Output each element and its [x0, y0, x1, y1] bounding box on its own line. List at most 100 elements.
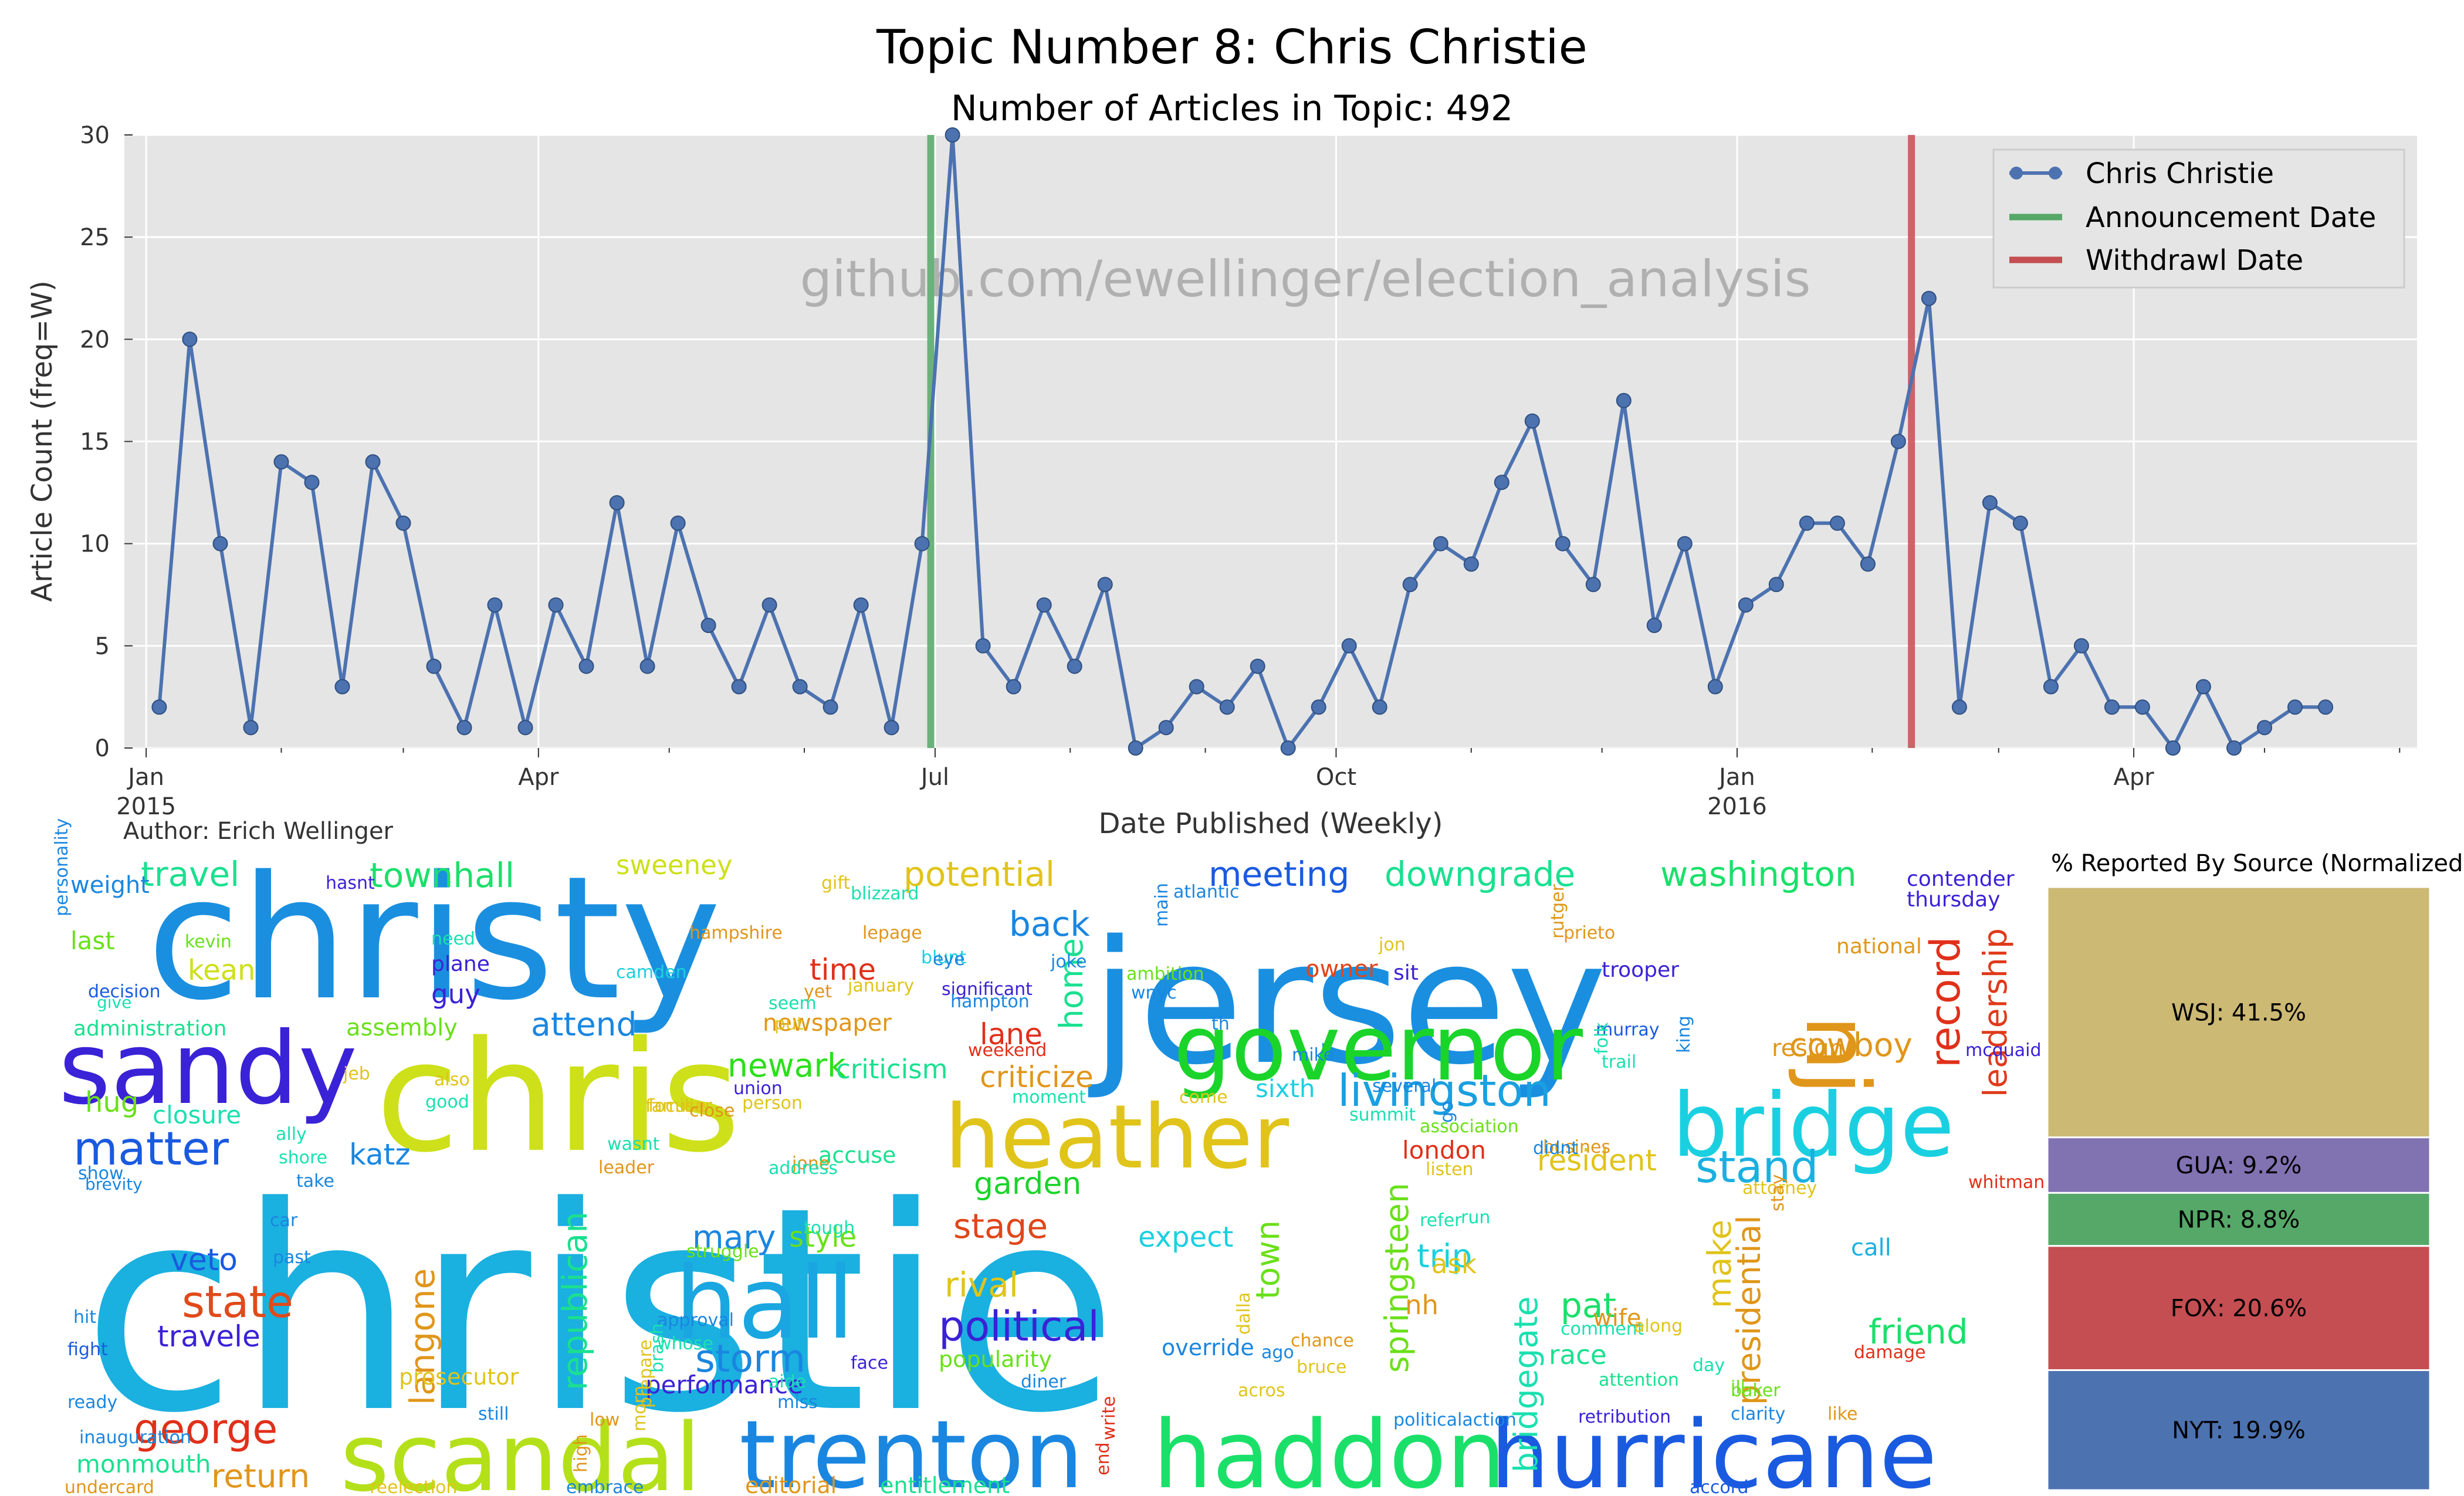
data-point	[365, 454, 381, 470]
data-point	[1890, 434, 1906, 449]
data-point	[182, 331, 198, 347]
x-tick-year-label: 2015	[116, 793, 176, 820]
wordcloud-word: hampton	[950, 991, 1030, 1012]
wordcloud-word: stay	[1768, 1174, 1788, 1211]
wordcloud-word: inauguration	[79, 1427, 191, 1448]
wordcloud-word: katz	[349, 1138, 411, 1172]
wordcloud-word: go	[1437, 1101, 1457, 1123]
data-point	[1341, 638, 1357, 654]
wordcloud-word: main	[1152, 883, 1172, 927]
data-point	[273, 454, 289, 470]
data-point	[1433, 536, 1448, 551]
y-axis-label: Article Count (freq=W)	[26, 280, 59, 602]
watermark: github.com/ewellinger/election_analysis	[800, 250, 1811, 309]
data-point	[334, 679, 350, 695]
source-segment-nyt	[2046, 1369, 2431, 1491]
wordcloud-word: livingston	[1338, 1065, 1551, 1116]
source-chart-title: % Reported By Source (Normalized)	[2051, 850, 2464, 877]
wordcloud-word: weight	[70, 872, 150, 899]
wordcloud-word: kevin	[185, 932, 232, 952]
data-point	[1555, 536, 1571, 551]
wordcloud-word: still	[478, 1404, 509, 1424]
wordcloud-word: back	[1009, 904, 1090, 944]
wordcloud-word: sandy	[59, 1011, 357, 1127]
data-point	[2257, 720, 2272, 736]
wordcloud-word: low	[590, 1410, 620, 1430]
wordcloud-word: whose	[657, 1333, 713, 1354]
wordcloud-word: owner	[1305, 956, 1378, 983]
wordcloud-word: tough	[804, 1218, 855, 1238]
data-point	[212, 536, 228, 551]
data-point	[639, 658, 655, 674]
wordcloud-word: prosecutor	[399, 1364, 519, 1390]
data-point	[2012, 515, 2028, 531]
legend-marker-series-2	[2049, 167, 2062, 180]
wordcloud-word: fight	[67, 1339, 108, 1360]
wordcloud-word: george	[134, 1405, 277, 1453]
wordcloud-word: political	[939, 1302, 1099, 1351]
source-segment-fox	[2046, 1245, 2431, 1371]
wordcloud-word: car	[270, 1210, 298, 1231]
wordcloud-word: heather	[945, 1087, 1289, 1189]
wordcloud-word: need	[431, 929, 475, 949]
wordcloud-word: chance	[1291, 1331, 1354, 1351]
wordcloud-word: ask	[1431, 1248, 1477, 1280]
source-segments: NYT: 19.9% FOX: 20.6% NPR: 8.8% GUA: 9.2% WS…	[2046, 886, 2431, 1491]
wordcloud-word: come	[1179, 1087, 1228, 1108]
grid-lines	[124, 134, 2417, 749]
wordcloud-word: ready	[67, 1392, 117, 1413]
data-point	[2226, 740, 2242, 756]
data-point	[304, 475, 320, 490]
wordcloud-word: yet	[804, 981, 832, 1002]
wordcloud-word: leader	[598, 1157, 655, 1178]
wordcloud-word: langone	[402, 1268, 442, 1405]
wordcloud-word: reelection	[370, 1477, 457, 1496]
wordcloud-word: prepare	[635, 1339, 656, 1408]
data-point	[1768, 577, 1784, 593]
wordcloud-word: gift	[821, 873, 850, 893]
data-point	[975, 638, 991, 654]
wordcloud-word: christie	[82, 1147, 1118, 1475]
data-point	[945, 127, 960, 143]
y-tick-label: 20	[80, 326, 110, 353]
data-point	[2073, 638, 2089, 654]
legend: Chris Christie Announcement Date Withdra…	[1992, 148, 2405, 289]
wordcloud-word: joke	[1050, 952, 1087, 972]
data-point	[1463, 556, 1479, 572]
data-point	[884, 720, 899, 736]
data-point	[2043, 679, 2059, 695]
wordcloud-word: travele	[157, 1319, 260, 1353]
wordcloud-word: hurricane	[1490, 1400, 1937, 1496]
wordcloud-word: familiar	[645, 1096, 713, 1116]
wordcloud-word: monmouth	[76, 1450, 211, 1478]
wordcloud-word: like	[1827, 1404, 1857, 1424]
wordcloud-word: acros	[1238, 1380, 1285, 1401]
wordcloud-word: politicalaction	[1393, 1410, 1517, 1430]
wordcloud-word: high	[571, 1434, 591, 1473]
wordcloud-word: prieto	[1563, 923, 1615, 943]
wordcloud-word: summit	[1349, 1105, 1416, 1125]
wordcloud-word: past	[273, 1247, 311, 1268]
chart-subtitle: Number of Articles in Topic: 492	[951, 88, 1513, 129]
wordcloud-word: close	[689, 1101, 735, 1121]
data-point	[1250, 658, 1265, 674]
x-tick-label: Jan	[1717, 764, 1755, 791]
wordcloud-word: stage	[953, 1206, 1048, 1246]
wordcloud-word: travel	[141, 854, 239, 894]
wordcloud-word: style	[789, 1221, 857, 1254]
wordcloud-word: christy	[147, 840, 721, 1038]
data-point	[1677, 536, 1693, 551]
source-segment-gua	[2046, 1136, 2431, 1194]
wordcloud-word: garden	[974, 1166, 1081, 1201]
legend-marker-series	[2010, 167, 2023, 180]
wordcloud-word: undercard	[65, 1477, 154, 1496]
wordcloud-word: townhall	[370, 855, 515, 895]
y-axis-ticks: 0 5 10 15 20 25 30	[80, 122, 133, 762]
wordcloud-word: bruce	[1297, 1357, 1346, 1377]
source-segment-npr	[2046, 1192, 2431, 1247]
wordcloud-word: damage	[1854, 1342, 1926, 1363]
wordcloud-word: newspaper	[763, 1010, 892, 1037]
data-point	[1646, 618, 1662, 633]
wordcloud-word: decision	[88, 981, 161, 1002]
wordcloud-word: accord	[1690, 1477, 1749, 1496]
